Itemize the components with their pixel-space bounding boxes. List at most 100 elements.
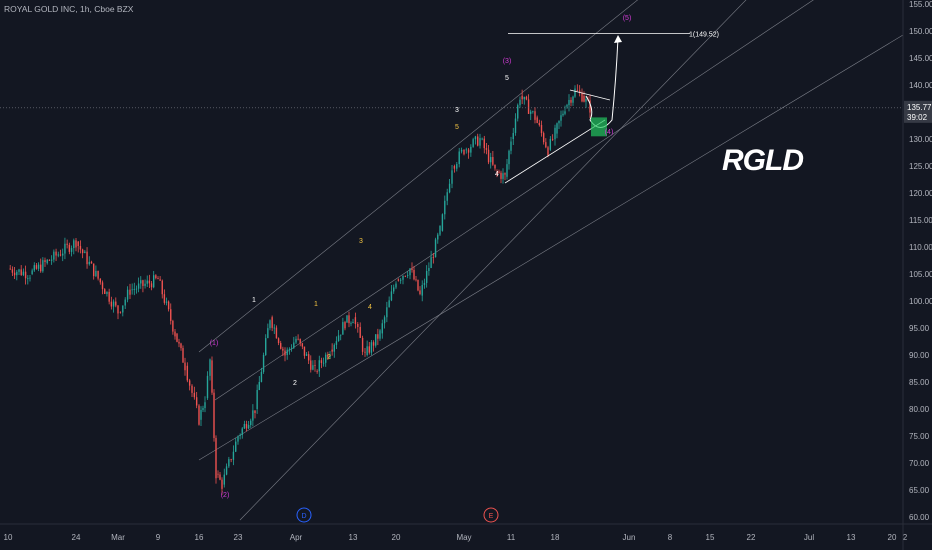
candle-body [395,283,397,288]
candle-body [556,123,558,134]
wave-label: 2 [327,354,331,361]
candle-body [97,270,99,279]
candle-body [406,275,409,277]
candle-body [562,113,564,116]
candle-body [421,284,423,296]
candle-body [465,149,467,151]
x-tick-label: 2 [903,533,908,542]
candle-body [549,138,552,150]
candle-body [425,271,428,283]
candle-body [70,248,73,252]
candle-body [22,271,25,275]
candle-body [327,354,329,358]
candle-body [193,392,196,398]
candle-body [144,283,146,286]
x-tick-label: 13 [847,533,856,542]
candle-body [81,249,84,254]
y-tick-label: 60.00 [909,513,930,522]
candle-body [252,410,254,421]
y-tick-label: 100.00 [909,297,932,306]
candle-body [335,341,338,345]
candle-body [346,315,348,323]
candle-body [239,434,241,436]
candle-body [46,259,48,264]
candle-body [474,136,477,140]
candle-body [290,348,293,349]
candle-body [140,280,142,284]
candle-body [62,253,64,256]
wave-label: 3 [455,107,459,114]
circle-text: E [489,513,494,520]
candle-body [564,111,566,114]
candle-body [213,392,215,438]
y-tick-label: 155.00 [909,0,932,9]
wave-label: 4 [495,171,499,178]
candle-body [545,142,547,148]
candle-body [487,149,490,163]
candle-body [53,251,55,260]
candle-body [527,99,530,114]
candle-body [27,277,29,279]
candle-body [357,324,359,327]
candle-body [44,260,46,262]
candle-body [479,138,481,146]
candle-body [560,115,562,121]
candle-body [434,239,437,258]
candle-body [379,330,381,339]
candle-body [133,289,136,290]
candle-body [460,149,463,152]
candle-body [456,164,458,169]
candle-body [79,245,82,250]
x-tick-label: 20 [392,533,401,542]
y-tick-label: 140.00 [909,81,932,90]
candle-body [202,408,204,410]
candle-body [542,133,545,143]
candle-body [325,354,327,363]
wave-label: 3 [359,238,363,245]
circle-label: D [296,507,312,523]
candle-body [388,300,390,308]
y-tick-label: 75.00 [909,432,930,441]
candle-body [209,359,211,376]
candle-body [84,251,86,254]
candle-body [77,241,79,246]
candle-body [277,338,280,344]
candle-body [129,289,131,295]
candle-body [364,351,366,353]
candle-body [24,271,27,279]
candle-body [119,311,122,313]
candle-body [404,275,407,277]
x-tick-label: 9 [156,533,161,542]
candle-body [150,283,153,288]
candle-body [498,171,500,173]
candle-body [90,261,93,264]
candle-body [295,338,297,343]
wave-label: 2 [293,380,297,387]
candle-body [322,362,325,364]
candle-body [534,111,536,120]
candle-body [13,272,16,276]
candle-body [570,99,572,103]
candle-body [235,441,237,452]
candle-body [558,120,560,124]
y-tick-label: 95.00 [909,324,930,333]
candle-body [331,349,333,352]
candle-body [219,474,221,480]
projection-arrowhead [614,35,622,43]
candle-body [159,279,161,281]
x-tick-label: Apr [290,533,303,542]
drawings: 1(149.52) [0,32,903,184]
candle-body [383,317,386,324]
candle-body [386,307,388,318]
candle-body [265,338,267,355]
candles [9,84,591,495]
x-tick-label: 15 [706,533,715,542]
candle-body [350,323,352,324]
candle-body [237,436,239,442]
candle-body [161,280,163,295]
candle-body [75,240,77,248]
candle-body [458,151,460,165]
candle-body [245,423,248,429]
